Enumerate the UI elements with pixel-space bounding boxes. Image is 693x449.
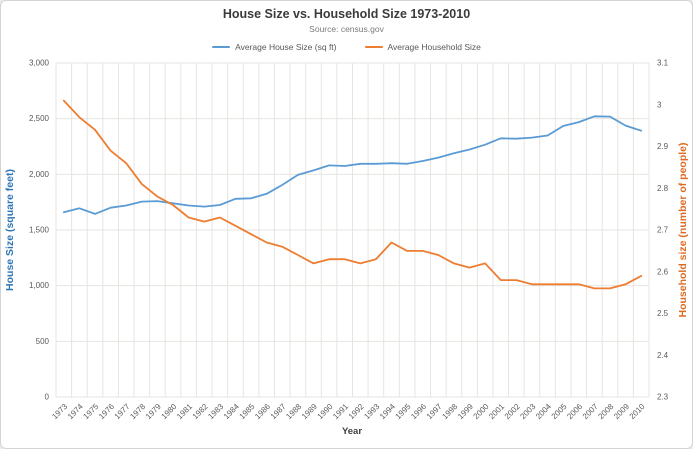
y-right-tick-label: 2.8 [657, 184, 669, 193]
y-right-tick-label: 2.6 [657, 267, 669, 276]
household-size-line-swatch [364, 45, 383, 49]
x-tick-label: 1997 [425, 402, 444, 421]
x-tick-label: 1988 [284, 402, 303, 421]
series-line-house-size [62, 115, 643, 215]
x-tick-label: 1991 [331, 402, 350, 421]
x-tick-label: 1981 [175, 402, 194, 421]
legend: Average House Size (sq ft) Average House… [1, 42, 692, 52]
y-right-tick-label: 3.1 [657, 59, 669, 68]
y-axis-title-left: House Size (square feet) [4, 169, 16, 291]
x-tick-label: 1984 [222, 402, 241, 421]
x-tick-label: 2010 [628, 402, 647, 421]
x-tick-label: 1977 [113, 402, 132, 421]
x-tick-label: 1976 [97, 402, 116, 421]
y-left-tick-label: 1,500 [29, 226, 50, 235]
chart-subtitle: Source: census.gov [309, 24, 384, 34]
series-line-household-size [62, 99, 643, 290]
x-tick-label: 2000 [472, 402, 491, 421]
y-left-tick-label: 500 [36, 337, 50, 346]
y-right-tick-label: 3 [657, 100, 662, 109]
legend-item-household-size: Average Household Size [364, 42, 481, 52]
x-tick-label: 2007 [581, 402, 600, 421]
x-axis-title: Year [342, 426, 362, 437]
y-left-tick-label: 1,000 [29, 281, 50, 290]
x-tick-label: 1999 [456, 402, 475, 421]
y-left-tick-label: 2,500 [29, 114, 50, 123]
x-tick-label: 1980 [160, 402, 179, 421]
x-tick-label: 1982 [191, 402, 210, 421]
y-left-tick-label: 2,000 [29, 170, 50, 179]
gridlines [55, 62, 650, 398]
x-tick-label: 1990 [316, 402, 335, 421]
y-axis-left-tick-labels: 0 500 1,000 1,500 2,000 2,500 3,000 [29, 59, 50, 402]
y-right-tick-label: 2.9 [657, 142, 669, 151]
chart-title: House Size vs. Household Size 1973-2010 [222, 7, 471, 21]
x-tick-label: 1994 [378, 402, 397, 421]
x-tick-label: 1974 [66, 402, 85, 421]
x-tick-label: 1975 [81, 402, 100, 421]
x-tick-label: 2009 [612, 402, 631, 421]
x-tick-label: 2004 [534, 402, 553, 421]
x-tick-label: 1985 [238, 402, 257, 421]
x-tick-label: 1973 [50, 402, 69, 421]
legend-label-house-size: Average House Size (sq ft) [235, 42, 337, 52]
y-axis-title-right: Household size (number of people) [677, 142, 689, 317]
x-tick-label: 2003 [518, 402, 537, 421]
legend-label-household-size: Average Household Size [387, 42, 481, 52]
x-tick-label: 2001 [487, 402, 506, 421]
x-tick-label: 1996 [409, 402, 428, 421]
legend-item-house-size: Average House Size (sq ft) [212, 42, 337, 52]
y-right-tick-label: 2.7 [657, 226, 669, 235]
x-tick-label: 1993 [362, 402, 381, 421]
y-left-tick-label: 3,000 [29, 59, 50, 68]
x-tick-label: 2005 [550, 402, 569, 421]
x-axis-tick-labels: 1973197419751976197719781979198019811982… [50, 402, 647, 421]
x-tick-label: 1978 [128, 402, 147, 421]
house-size-line-swatch [212, 45, 231, 49]
y-right-tick-label: 2.3 [657, 393, 669, 402]
x-tick-label: 1987 [269, 402, 288, 421]
x-tick-label: 2002 [503, 402, 522, 421]
data-series [62, 99, 643, 290]
y-right-tick-label: 2.4 [657, 351, 669, 360]
y-axis-right-tick-labels: 2.3 2.4 2.5 2.6 2.7 2.8 2.9 3 3.1 [657, 59, 669, 402]
x-tick-label: 1995 [394, 402, 413, 421]
y-left-tick-label: 0 [45, 393, 50, 402]
x-tick-label: 1983 [206, 402, 225, 421]
x-tick-label: 1979 [144, 402, 163, 421]
x-tick-label: 1986 [253, 402, 272, 421]
x-tick-label: 2008 [596, 402, 615, 421]
x-tick-label: 1998 [440, 402, 459, 421]
x-tick-label: 1992 [347, 402, 366, 421]
x-tick-label: 2006 [565, 402, 584, 421]
x-tick-label: 1989 [300, 402, 319, 421]
y-right-tick-label: 2.5 [657, 309, 669, 318]
chart-header: House Size vs. Household Size 1973-2010 … [1, 1, 692, 52]
